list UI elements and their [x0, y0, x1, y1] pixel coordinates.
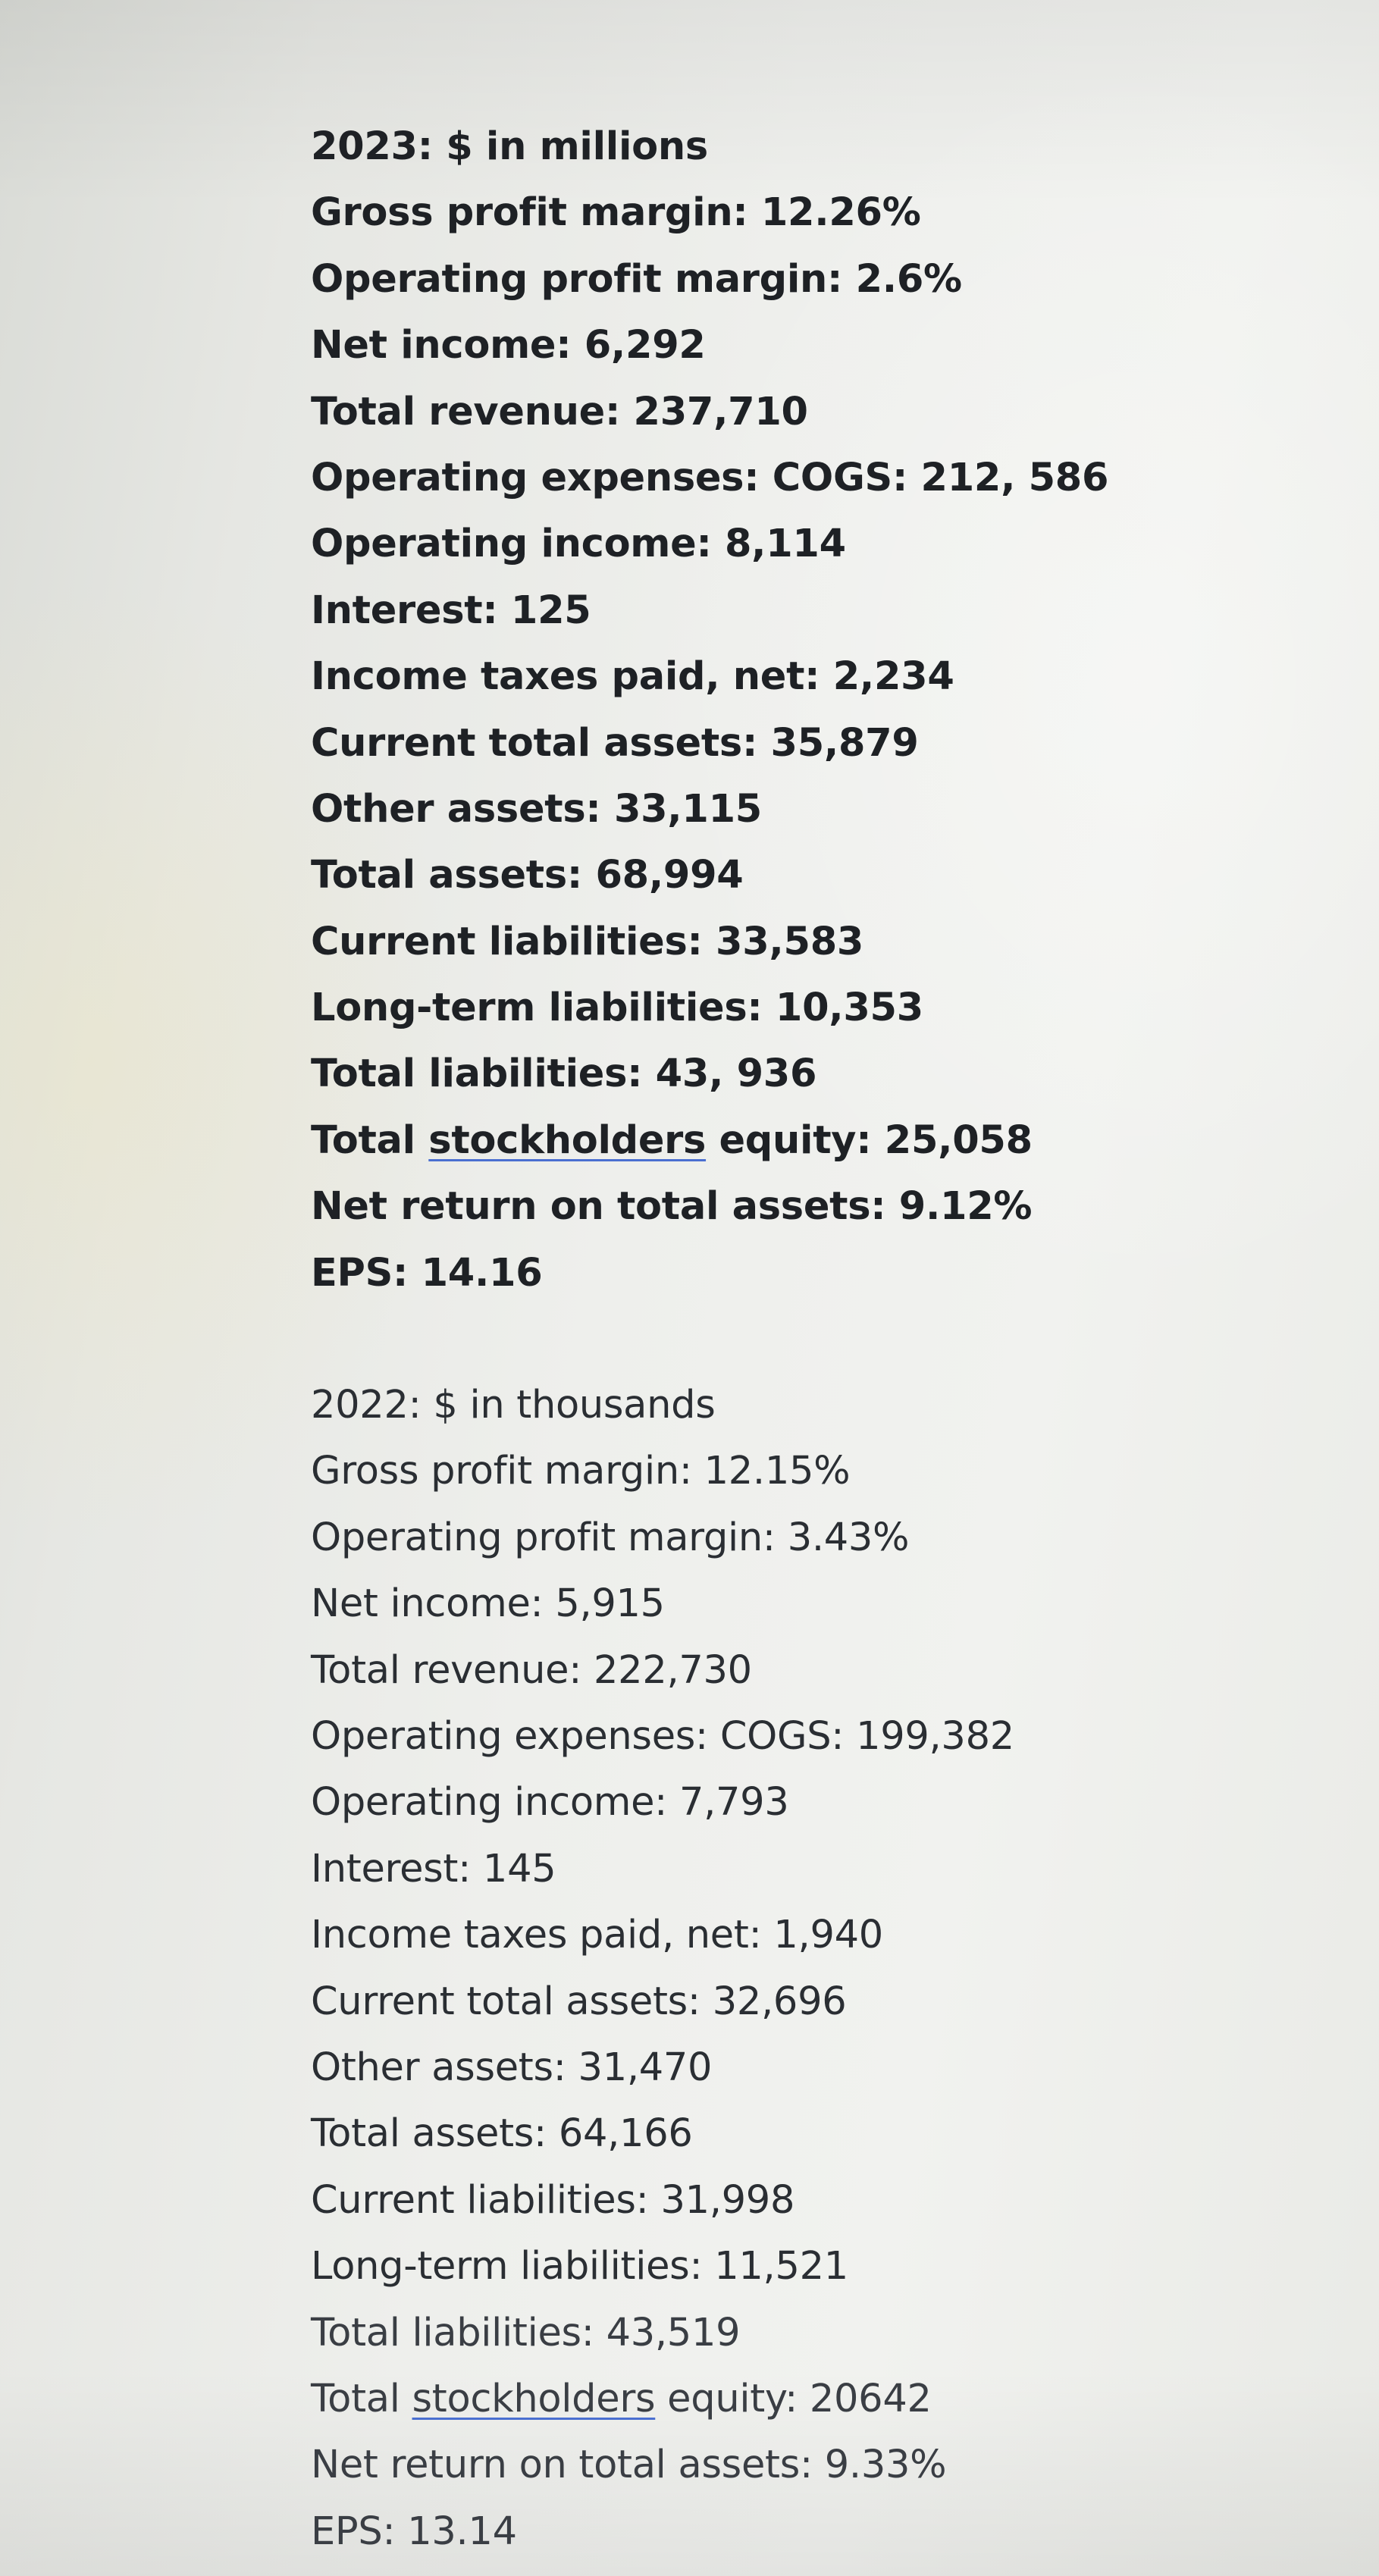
- operating-profit-margin: Operating profit margin: 2.6%: [311, 256, 962, 302]
- eps: EPS: 14.16: [311, 1250, 543, 1296]
- total-liabilities: Total liabilities: 43,519: [311, 2310, 741, 2355]
- operating-income: Operating income: 7,793: [311, 1780, 789, 1825]
- total-liabilities: Total liabilities: 43, 936: [311, 1051, 817, 1097]
- equity-prefix: Total: [311, 1117, 429, 1163]
- long-term-liabilities: Long-term liabilities: 10,353: [311, 986, 923, 1031]
- spellcheck-flagged-word[interactable]: stockholders: [428, 1117, 707, 1163]
- total-revenue: Total revenue: 237,710: [311, 389, 808, 434]
- equity-suffix: equity: 25,058: [706, 1117, 1033, 1163]
- net-return-on-assets: Net return on total assets: 9.12%: [311, 1184, 1033, 1230]
- current-liabilities: Current liabilities: 31,998: [311, 2177, 795, 2223]
- operating-profit-margin: Operating profit margin: 3.43%: [311, 1515, 910, 1560]
- income-taxes: Income taxes paid, net: 1,940: [311, 1913, 883, 1958]
- total-assets: Total assets: 64,166: [311, 2111, 693, 2157]
- operating-income: Operating income: 8,114: [311, 522, 846, 567]
- operating-expenses: Operating expenses: COGS: 199,382: [311, 1713, 1014, 1759]
- section-heading: 2022: $ in thousands: [311, 1383, 716, 1428]
- other-assets: Other assets: 33,115: [311, 786, 762, 832]
- current-total-assets: Current total assets: 35,879: [311, 720, 919, 766]
- current-liabilities: Current liabilities: 33,583: [311, 919, 864, 964]
- long-term-liabilities: Long-term liabilities: 11,521: [311, 2244, 848, 2289]
- total-revenue: Total revenue: 222,730: [311, 1647, 752, 1693]
- stockholders-equity: Total stockholders equity: 20642: [311, 2366, 1296, 2432]
- stockholders-equity: Total stockholders equity: 25,058: [311, 1108, 1296, 1174]
- net-income: Net income: 6,292: [311, 323, 706, 368]
- gross-profit-margin: Gross profit margin: 12.26%: [311, 190, 921, 236]
- section-2023: 2023: $ in millions Gross profit margin:…: [311, 114, 1296, 1306]
- total-assets: Total assets: 68,994: [311, 853, 744, 898]
- operating-expenses: Operating expenses: COGS: 212, 586: [311, 455, 1109, 500]
- document-body: 2023: $ in millions Gross profit margin:…: [311, 114, 1296, 2565]
- equity-suffix: equity: 20642: [655, 2376, 932, 2421]
- income-taxes: Income taxes paid, net: 2,234: [311, 654, 954, 700]
- interest: Interest: 145: [311, 1846, 556, 1891]
- gross-profit-margin: Gross profit margin: 12.15%: [311, 1449, 851, 1494]
- section-2022: 2022: $ in thousands Gross profit margin…: [311, 1372, 1296, 2565]
- section-heading: 2023: $ in millions: [311, 124, 708, 169]
- spellcheck-flagged-word[interactable]: stockholders: [412, 2376, 656, 2421]
- current-total-assets: Current total assets: 32,696: [311, 1979, 847, 2024]
- eps: EPS: 13.14: [311, 2509, 517, 2554]
- net-income: Net income: 5,915: [311, 1581, 665, 1627]
- net-return-on-assets: Net return on total assets: 9.33%: [311, 2443, 947, 2488]
- other-assets: Other assets: 31,470: [311, 2045, 713, 2090]
- equity-prefix: Total: [311, 2376, 412, 2421]
- interest: Interest: 125: [311, 588, 591, 633]
